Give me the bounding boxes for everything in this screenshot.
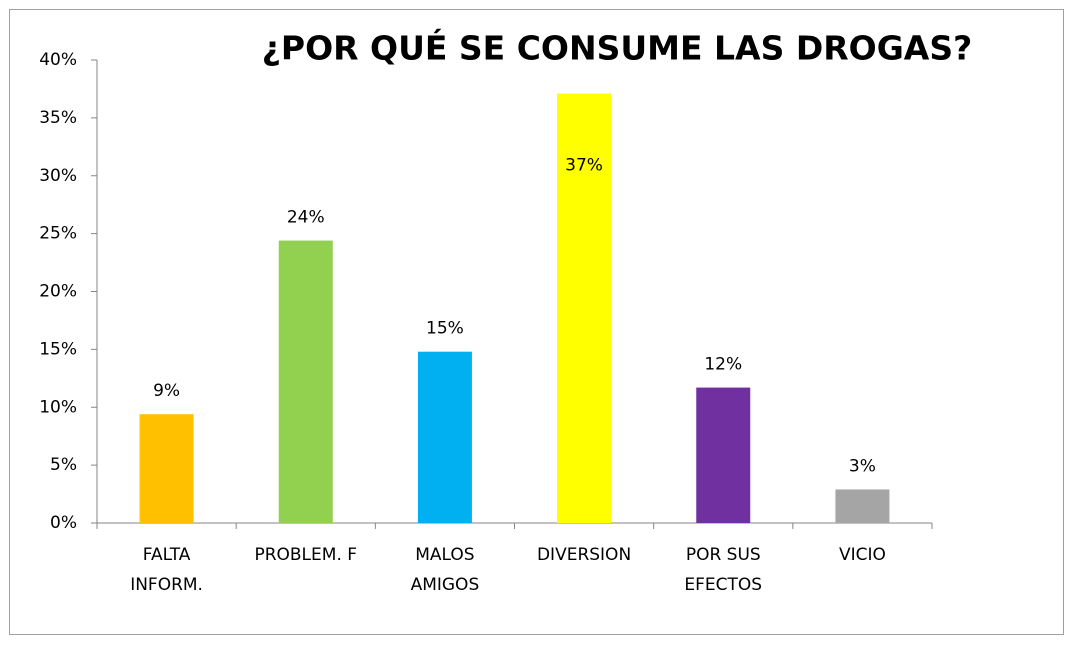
value-label: 9% bbox=[153, 381, 180, 401]
value-label: 15% bbox=[426, 319, 464, 339]
x-tick-label: PROBLEM. F bbox=[254, 545, 357, 565]
value-label: 37% bbox=[565, 156, 603, 176]
y-tick-label: 0% bbox=[50, 513, 77, 533]
y-tick-label: 40% bbox=[39, 50, 77, 70]
chart-frame bbox=[9, 9, 1064, 635]
value-label: 3% bbox=[849, 456, 876, 476]
bar bbox=[696, 387, 751, 523]
chart-title: ¿POR QUÉ SE CONSUME LAS DROGAS? bbox=[262, 28, 973, 68]
x-tick-label: POR SUS EFECTOS bbox=[684, 545, 762, 595]
bar bbox=[835, 489, 890, 523]
y-tick-label: 5% bbox=[50, 455, 77, 475]
y-tick-label: 10% bbox=[39, 397, 77, 417]
y-tick-label: 35% bbox=[39, 108, 77, 128]
bar bbox=[557, 93, 612, 523]
x-tick-label: MALOS AMIGOS bbox=[411, 545, 480, 595]
x-tick-label: DIVERSION bbox=[537, 545, 631, 565]
value-label: 12% bbox=[704, 355, 742, 375]
bar bbox=[417, 351, 472, 523]
bar bbox=[139, 414, 194, 523]
y-tick-label: 25% bbox=[39, 224, 77, 244]
x-tick-label: VICIO bbox=[839, 545, 886, 565]
y-tick-label: 15% bbox=[39, 339, 77, 359]
y-tick-label: 30% bbox=[39, 166, 77, 186]
y-tick-label: 20% bbox=[39, 282, 77, 302]
value-label: 24% bbox=[287, 208, 325, 228]
x-tick-label: FALTA INFORM. bbox=[130, 545, 203, 595]
bar bbox=[278, 240, 333, 523]
